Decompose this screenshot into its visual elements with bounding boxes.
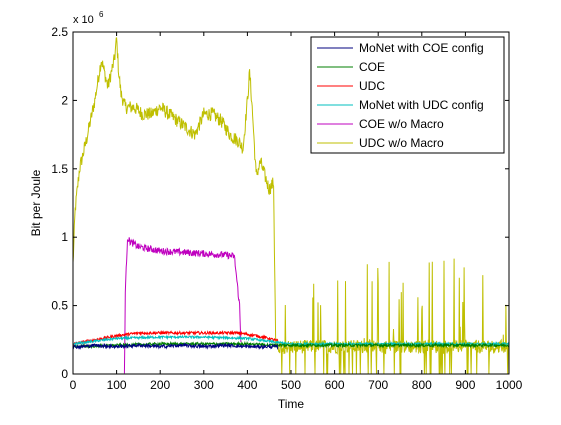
x-tick-label: 100 bbox=[107, 378, 127, 392]
y-tick-label: 2 bbox=[61, 93, 68, 107]
x-tick-label: 0 bbox=[70, 378, 77, 392]
x-tick-label: 600 bbox=[325, 378, 345, 392]
series-line bbox=[72, 329, 279, 346]
x-tick-label: 200 bbox=[150, 378, 170, 392]
y-tick-label: 0.5 bbox=[51, 299, 68, 313]
x-tick-label: 800 bbox=[412, 378, 432, 392]
legend-label: MoNet with COE config bbox=[359, 41, 484, 55]
y-tick-label: 0 bbox=[61, 367, 68, 381]
y-multiplier-exponent: 6 bbox=[99, 10, 104, 19]
series-line bbox=[123, 237, 242, 374]
y-tick-label: 2.5 bbox=[51, 25, 68, 39]
x-tick-label: 300 bbox=[194, 378, 214, 392]
legend: MoNet with COE config COE UDC MoNet with UD… bbox=[310, 36, 505, 154]
legend-label: MoNet with UDC config bbox=[359, 98, 484, 112]
series-layer bbox=[72, 37, 510, 375]
y-multiplier-base: x 10 bbox=[73, 14, 94, 26]
legend-label: UDC bbox=[359, 79, 385, 93]
x-tick-label: 700 bbox=[368, 378, 388, 392]
x-tick-label: 500 bbox=[281, 378, 301, 392]
legend-label: COE w/o Macro bbox=[359, 117, 444, 131]
x-tick-label: 1000 bbox=[496, 378, 523, 392]
x-tick-label: 400 bbox=[237, 378, 257, 392]
y-axis-label: Bit per Joule bbox=[29, 169, 43, 236]
legend-label: COE bbox=[359, 60, 385, 74]
series-line bbox=[72, 37, 510, 375]
y-tick-label: 1 bbox=[61, 230, 68, 244]
series-line bbox=[72, 342, 279, 350]
x-tick-label: 900 bbox=[455, 378, 475, 392]
y-tick-label: 1.5 bbox=[51, 162, 68, 176]
legend-box bbox=[310, 36, 505, 154]
legend-label: UDC w/o Macro bbox=[359, 136, 444, 150]
tick-layer: 0 100 200 300 400 500 600 700 800 900 1000 0 0.5 1 1.5… bbox=[51, 25, 522, 392]
x-axis-label: Time bbox=[278, 397, 305, 411]
